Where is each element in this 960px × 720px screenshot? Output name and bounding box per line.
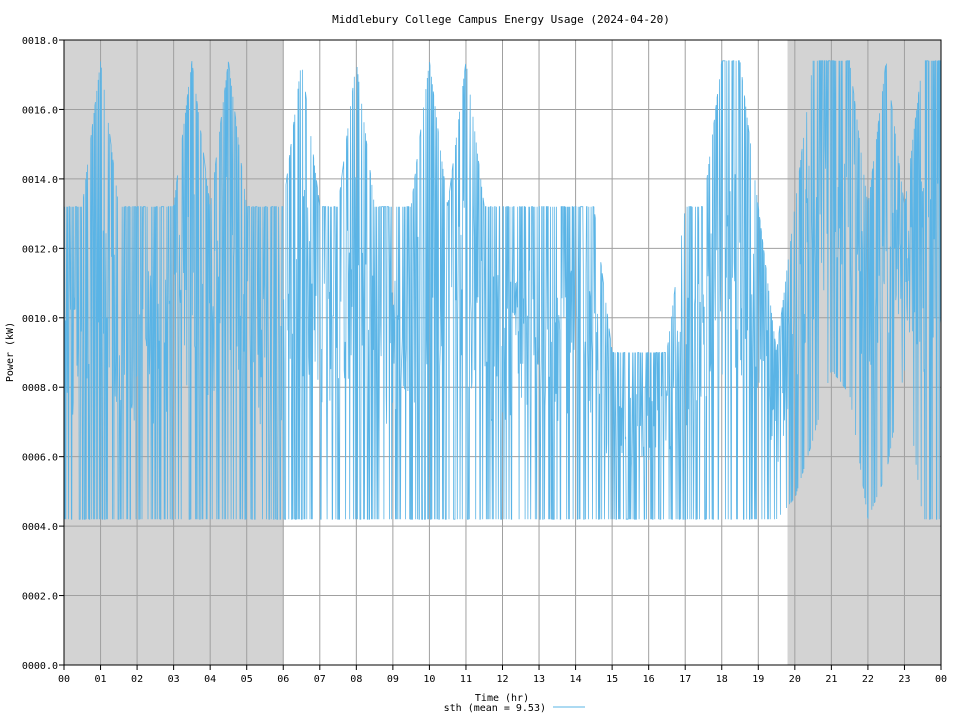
x-tick-label: 06 bbox=[277, 674, 289, 685]
y-tick-label: 0010.0 bbox=[22, 314, 58, 325]
chart-title: Middlebury College Campus Energy Usage (… bbox=[332, 13, 670, 26]
x-tick-label: 00 bbox=[935, 674, 947, 685]
legend: sth (mean = 9.53) bbox=[444, 703, 585, 714]
x-tick-label: 23 bbox=[898, 674, 910, 685]
y-tick-label: 0004.0 bbox=[22, 522, 58, 533]
x-tick-label: 10 bbox=[423, 674, 435, 685]
legend-label: sth (mean = 9.53) bbox=[444, 703, 546, 714]
x-tick-label: 18 bbox=[716, 674, 728, 685]
x-tick-label: 08 bbox=[350, 674, 362, 685]
x-tick-label: 17 bbox=[679, 674, 691, 685]
x-tick-label: 00 bbox=[58, 674, 70, 685]
x-tick-label: 04 bbox=[204, 674, 216, 685]
y-tick-label: 0012.0 bbox=[22, 244, 58, 255]
y-tick-label: 0018.0 bbox=[22, 36, 58, 47]
y-axis-label: Power (kW) bbox=[5, 322, 16, 382]
x-tick-label: 03 bbox=[168, 674, 180, 685]
y-tick-label: 0008.0 bbox=[22, 383, 58, 394]
y-tick-label: 0000.0 bbox=[22, 661, 58, 672]
y-tick-label: 0014.0 bbox=[22, 175, 58, 186]
x-tick-label: 05 bbox=[241, 674, 253, 685]
x-tick-label: 13 bbox=[533, 674, 545, 685]
series-sth bbox=[63, 60, 942, 520]
x-tick-label: 01 bbox=[95, 674, 107, 685]
x-tick-label: 22 bbox=[862, 674, 874, 685]
x-axis-label: Time (hr) bbox=[475, 693, 529, 704]
y-tick-label: 0002.0 bbox=[22, 592, 58, 603]
x-tick-label: 02 bbox=[131, 674, 143, 685]
x-tick-label: 15 bbox=[606, 674, 618, 685]
y-tick-label: 0006.0 bbox=[22, 453, 58, 464]
x-tick-label: 09 bbox=[387, 674, 399, 685]
x-tick-label: 16 bbox=[643, 674, 655, 685]
x-tick-label: 14 bbox=[570, 674, 582, 685]
x-tick-label: 19 bbox=[752, 674, 764, 685]
series-line bbox=[63, 60, 942, 520]
x-tick-label: 12 bbox=[496, 674, 508, 685]
x-tick-label: 11 bbox=[460, 674, 472, 685]
x-tick-label: 20 bbox=[789, 674, 801, 685]
y-tick-label: 0016.0 bbox=[22, 105, 58, 116]
axis-ticks: 00 01 02 03 04 05 06 07 08 09 10 11 12 13 14 15 16 17 18 19… bbox=[22, 36, 947, 685]
x-tick-label: 07 bbox=[314, 674, 326, 685]
x-tick-label: 21 bbox=[825, 674, 837, 685]
